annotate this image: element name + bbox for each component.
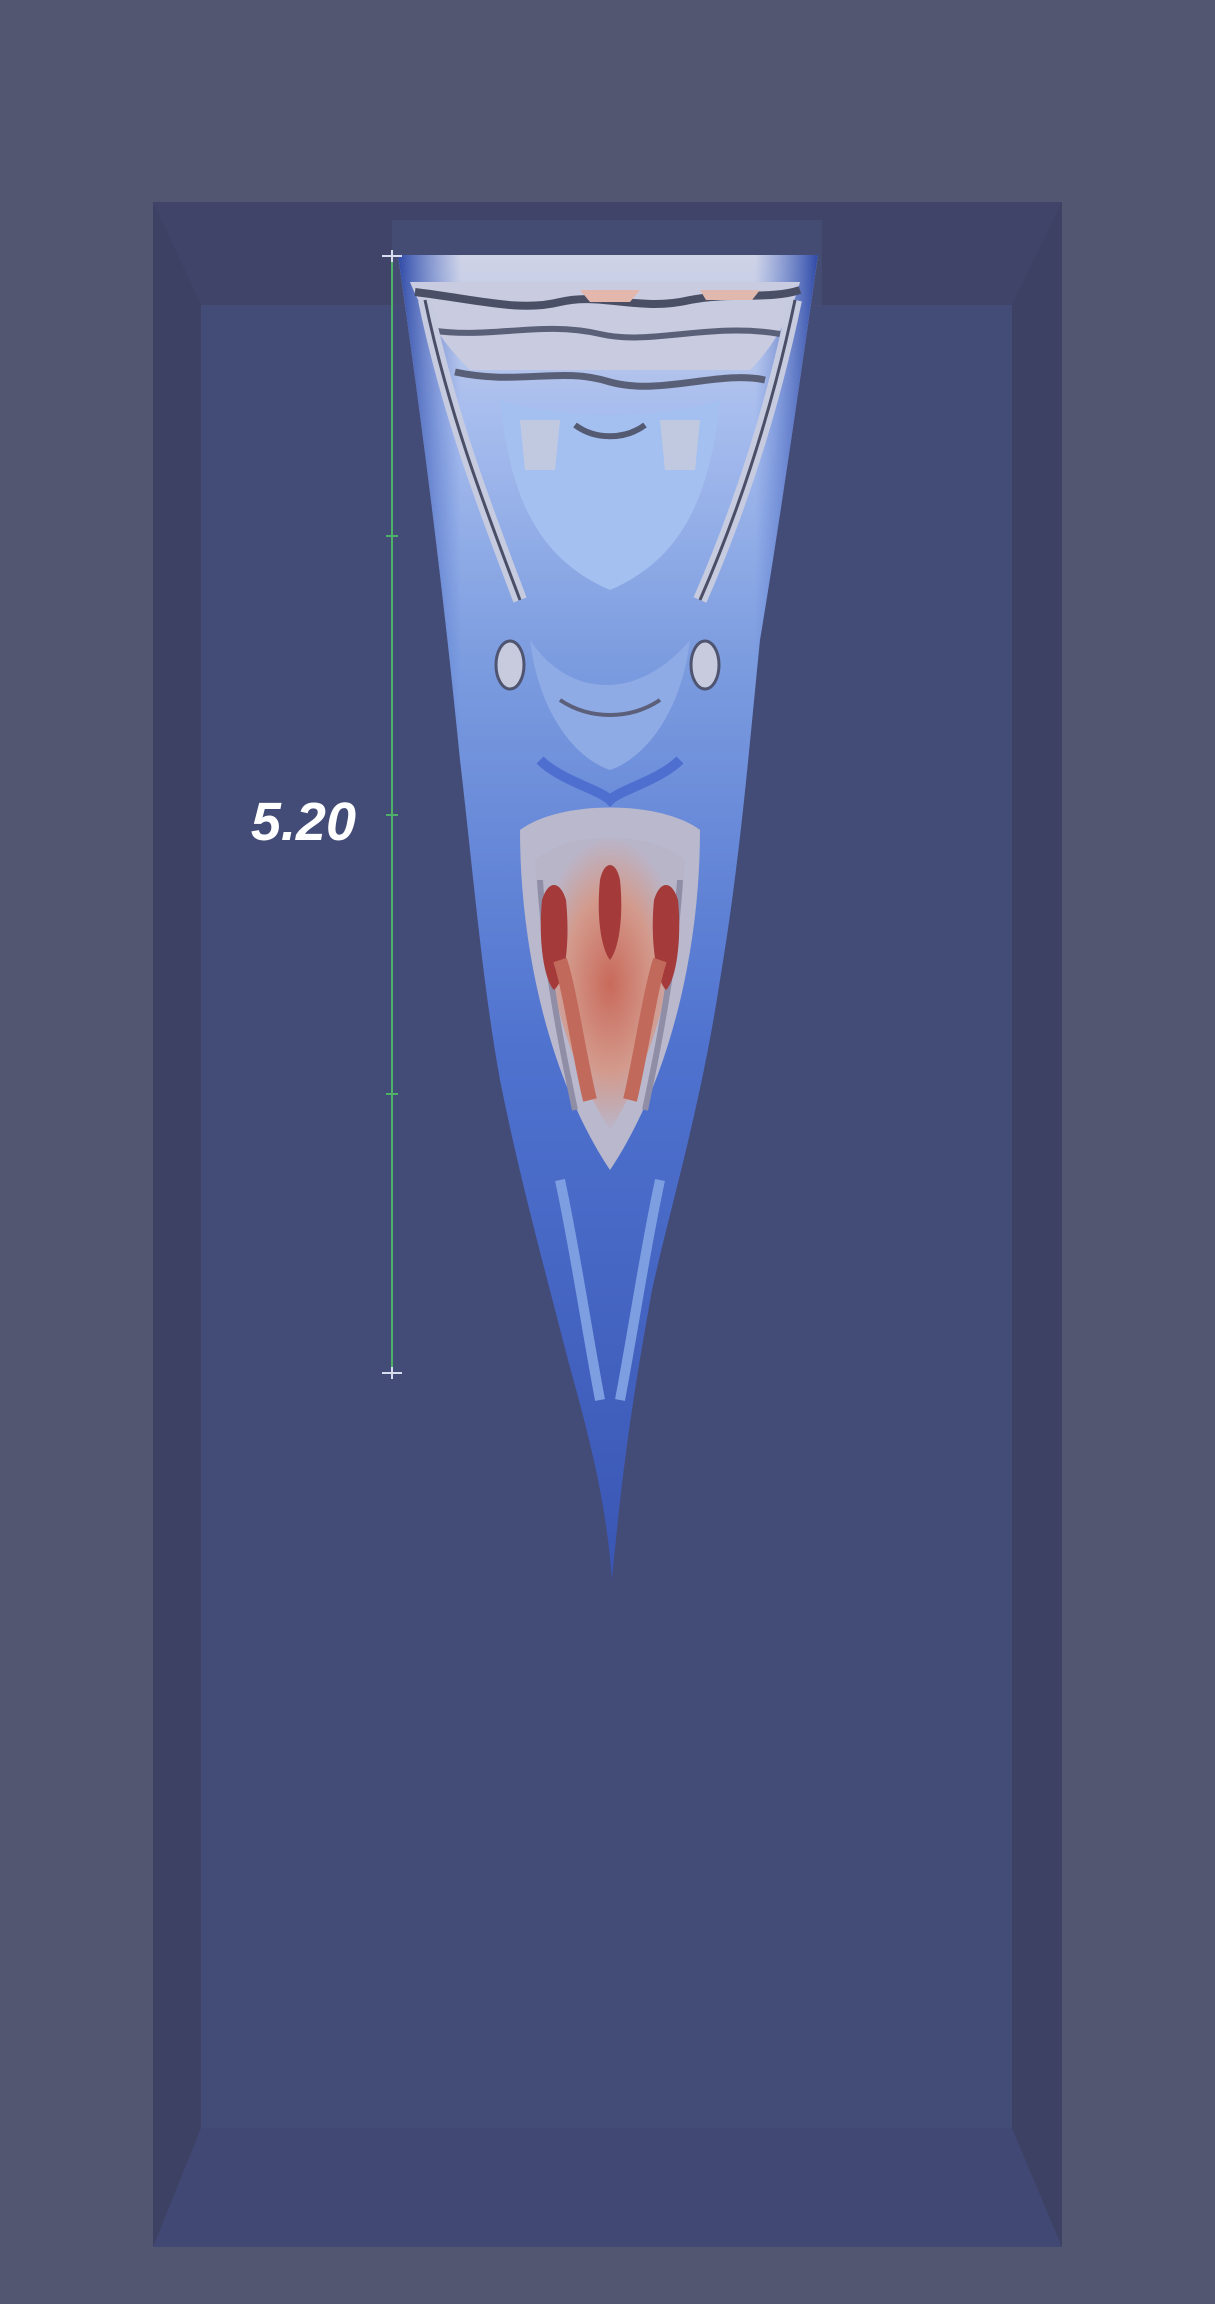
ruler-distance-label: 5.20	[251, 792, 356, 852]
isosurface	[398, 255, 818, 1580]
box-floor	[153, 2128, 1062, 2247]
box-left-wall	[153, 202, 201, 2247]
box-right-wall	[1012, 202, 1062, 2247]
ruler-widget[interactable]: 5.20	[251, 250, 402, 1379]
